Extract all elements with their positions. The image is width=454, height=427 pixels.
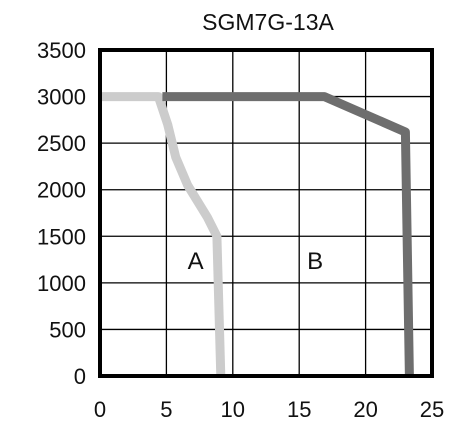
y-tick-label: 3500	[37, 38, 86, 63]
y-tick-label: 500	[49, 317, 86, 342]
y-tick-label: 1000	[37, 271, 86, 296]
region-label-b: B	[307, 248, 323, 275]
y-tick-label: 2000	[37, 178, 86, 203]
plot-frame	[98, 48, 434, 378]
series-line-b	[162, 92, 414, 377]
series-group	[100, 92, 414, 377]
x-tick-label: 25	[420, 397, 444, 422]
y-tick-label: 1500	[37, 224, 86, 249]
chart-title: SGM7G-13A	[202, 9, 334, 35]
x-tick-label: 5	[160, 397, 172, 422]
x-tick-label: 10	[221, 397, 245, 422]
x-tick-label: 15	[287, 397, 311, 422]
x-tick-label: 0	[94, 397, 106, 422]
x-axis-ticks: 0 5 10 15 20 25	[94, 397, 444, 422]
grid	[100, 50, 432, 376]
y-tick-label: 3000	[37, 85, 86, 110]
series-line-a	[100, 92, 226, 377]
region-label-a: A	[188, 248, 204, 275]
y-tick-label: 2500	[37, 131, 86, 156]
y-tick-label: 0	[74, 364, 86, 389]
x-tick-label: 20	[353, 397, 377, 422]
y-axis-ticks: 0 500 1000 1500 2000 2500 3000 3500	[37, 38, 86, 389]
